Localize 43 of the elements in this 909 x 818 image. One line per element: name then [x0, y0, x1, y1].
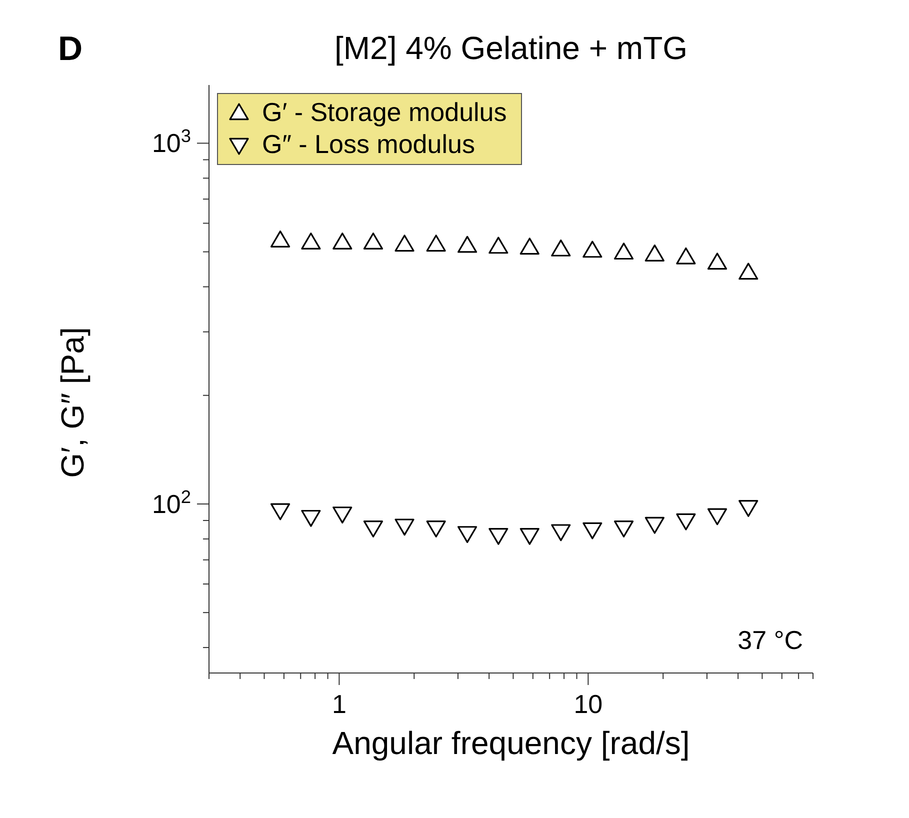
point	[488, 528, 508, 545]
point	[520, 238, 540, 255]
point	[614, 520, 634, 538]
legend-label: G″ - Loss modulus	[262, 128, 475, 160]
point	[644, 244, 664, 262]
point	[426, 520, 446, 538]
point	[457, 526, 478, 543]
point	[520, 528, 540, 545]
y-tick-label: 10$^{2}$	[152, 486, 191, 519]
point	[426, 234, 446, 252]
y-axis-title: G′, G″ [Pa]	[54, 326, 92, 480]
point	[301, 232, 321, 250]
point	[551, 524, 571, 542]
point	[551, 240, 571, 256]
point	[363, 232, 384, 250]
point	[332, 506, 352, 524]
point	[707, 508, 728, 526]
point	[394, 518, 414, 536]
point	[301, 510, 321, 527]
point	[394, 234, 414, 252]
point	[582, 522, 602, 540]
point	[270, 503, 290, 520]
point	[332, 232, 352, 250]
point	[270, 230, 290, 248]
point	[738, 500, 758, 517]
point	[676, 513, 696, 530]
text: D	[58, 30, 83, 69]
point	[457, 236, 478, 253]
x-tick-label: 1	[332, 689, 346, 719]
chart-title: [M2] 4% Gelatine + mTG	[333, 30, 688, 67]
point	[644, 516, 664, 534]
legend-label: G′ - Storage modulus	[262, 96, 507, 128]
point	[582, 240, 602, 258]
point	[707, 252, 728, 270]
annotation: 37 °C	[738, 625, 803, 656]
point	[363, 520, 384, 538]
x-axis-title: Angular frequency [rad/s]	[331, 725, 691, 762]
point	[614, 242, 634, 260]
point	[738, 262, 758, 280]
point	[488, 236, 508, 254]
y-tick-label: 10$^{3}$	[152, 126, 191, 158]
x-tick-label: 10	[574, 689, 603, 719]
point	[676, 247, 696, 264]
